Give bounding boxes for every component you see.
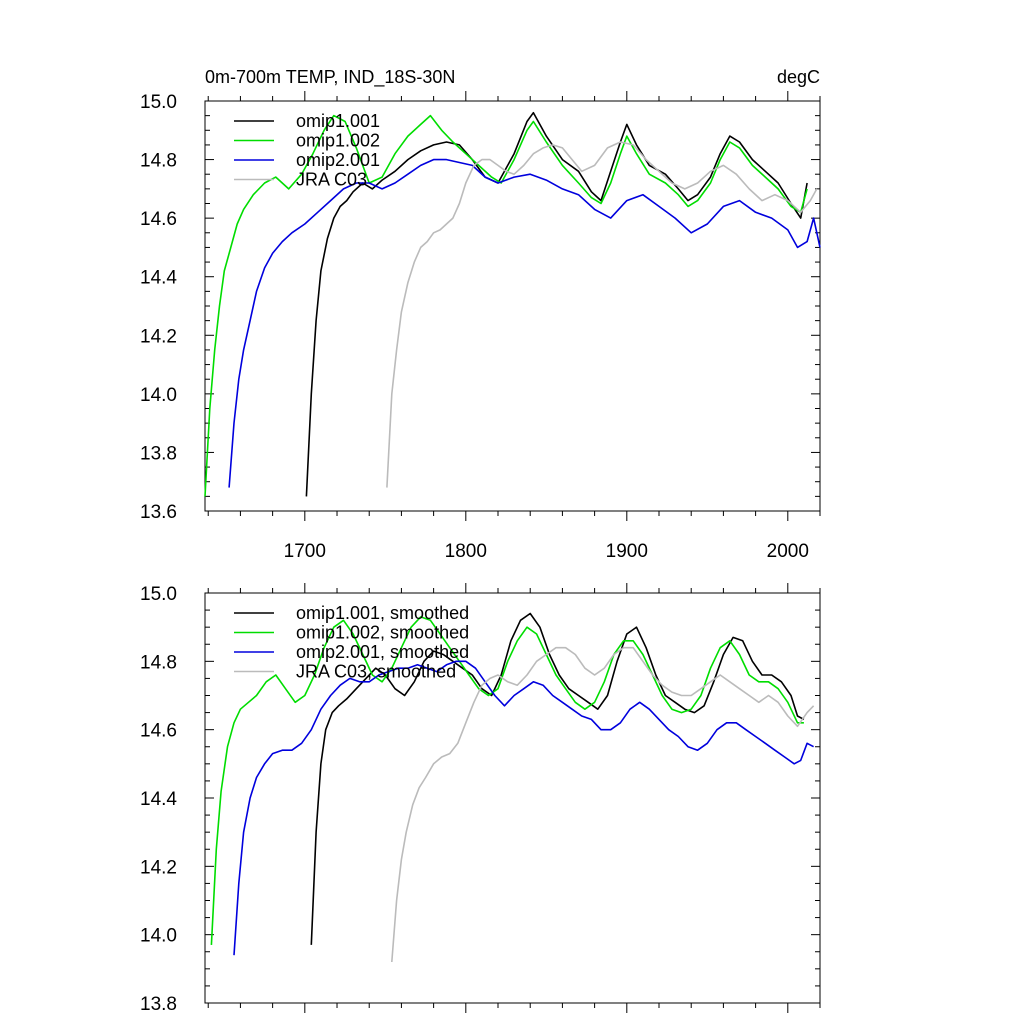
y-tick-label: 14.4	[140, 789, 177, 810]
units-label: degC	[777, 67, 820, 87]
y-tick-label: 13.6	[140, 502, 177, 523]
y-tick-label: 14.8	[140, 151, 177, 172]
legend-entry: omip1.002, smoothed	[296, 623, 469, 643]
top-panel: 0m-700m TEMP, IND_18S-30N degC 13.6 13.8 14.…	[140, 67, 821, 562]
legend-entry: JRA C03	[296, 170, 367, 190]
bottom-panel: 13.8 14.0 14.2 14.4 14.6 14.8 15.0 omip1.001, s…	[140, 583, 821, 1015]
y-tick-label: 15.0	[140, 584, 177, 605]
y-tick-label: 14.0	[140, 926, 177, 947]
y-tick-label: 14.0	[140, 385, 177, 406]
legend-entry: omip1.002	[296, 131, 380, 151]
series-line-0	[310, 612, 805, 945]
chart-title: 0m-700m TEMP, IND_18S-30N	[205, 67, 455, 88]
y-tick-label: 14.4	[140, 268, 177, 289]
legend-entry: omip1.001, smoothed	[296, 603, 469, 623]
y-tick-label: 14.6	[140, 209, 177, 230]
y-tick-label: 13.8	[140, 443, 177, 464]
legend-entry: omip2.001, smoothed	[296, 642, 469, 662]
x-tick-label: 1900	[606, 541, 648, 562]
y-tick-label: 14.6	[140, 721, 177, 742]
series-line-2	[228, 158, 821, 488]
series-line-1	[204, 114, 808, 497]
y-tick-label: 15.0	[140, 92, 177, 113]
x-tick-label: 1700	[284, 541, 326, 562]
y-tick-label: 13.8	[140, 994, 177, 1015]
series-line-3	[386, 141, 818, 488]
legend-entry: omip2.001	[296, 150, 380, 170]
legend-entry: JRA C03, smoothed	[296, 662, 456, 682]
x-tick-label: 2000	[767, 541, 809, 562]
y-tick-label: 14.2	[140, 857, 177, 878]
y-tick-label: 14.2	[140, 326, 177, 347]
legend-entry: omip1.001	[296, 111, 380, 131]
series-line-3	[391, 646, 815, 963]
series-line-2	[233, 660, 814, 956]
y-tick-label: 14.8	[140, 652, 177, 673]
series-line-0	[305, 111, 808, 497]
x-tick-label: 1800	[445, 541, 487, 562]
